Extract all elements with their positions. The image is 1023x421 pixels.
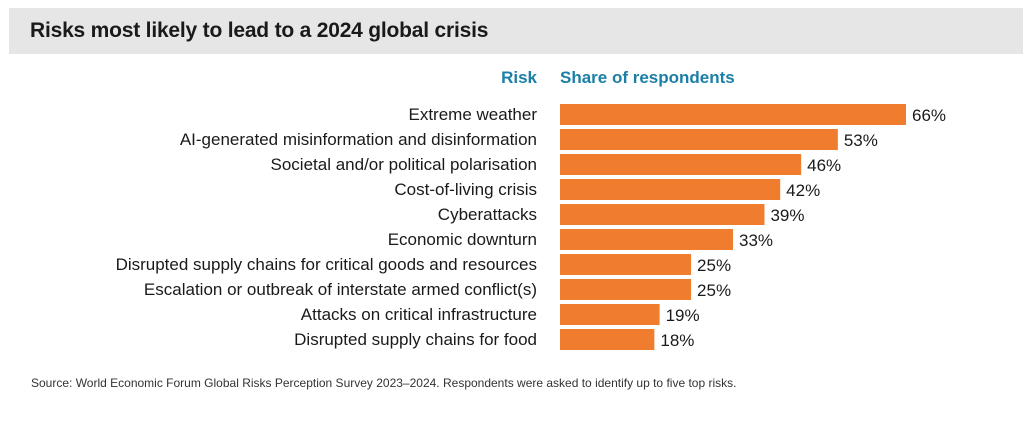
- bar: [560, 179, 781, 200]
- value-label: 66%: [912, 106, 946, 125]
- category-header: Risk: [501, 68, 537, 87]
- value-label: 33%: [739, 231, 773, 250]
- value-header: Share of respondents: [560, 68, 735, 87]
- value-label: 42%: [786, 181, 820, 200]
- chart-title: Risks most likely to lead to a 2024 glob…: [30, 19, 489, 42]
- category-label: Societal and/or political polarisation: [271, 155, 538, 174]
- value-label: 18%: [660, 331, 694, 350]
- source-note: Source: World Economic Forum Global Risk…: [31, 376, 737, 390]
- category-label: Attacks on critical infrastructure: [301, 305, 537, 324]
- bar: [560, 229, 733, 250]
- bar: [560, 254, 692, 275]
- category-label: AI-generated misinformation and disinfor…: [180, 130, 537, 149]
- bar: [560, 279, 692, 300]
- bar: [560, 154, 802, 175]
- category-label: Cyberattacks: [438, 205, 537, 224]
- bar: [560, 129, 838, 150]
- title-bar: Risks most likely to lead to a 2024 glob…: [9, 8, 1023, 54]
- bar: [560, 204, 765, 225]
- value-label: 53%: [844, 131, 878, 150]
- category-label: Disrupted supply chains for food: [294, 330, 537, 349]
- category-label: Disrupted supply chains for critical goo…: [116, 255, 537, 274]
- value-label: 19%: [666, 306, 700, 325]
- bar: [560, 304, 660, 325]
- category-label: Cost-of-living crisis: [394, 180, 537, 199]
- value-label: 25%: [697, 256, 731, 275]
- value-label: 46%: [807, 156, 841, 175]
- category-label: Escalation or outbreak of interstate arm…: [144, 280, 537, 299]
- bar: [560, 329, 655, 350]
- category-label: Economic downturn: [388, 230, 537, 249]
- value-label: 39%: [770, 206, 804, 225]
- value-label: 25%: [697, 281, 731, 300]
- category-label: Extreme weather: [409, 105, 538, 124]
- bar: [560, 104, 906, 125]
